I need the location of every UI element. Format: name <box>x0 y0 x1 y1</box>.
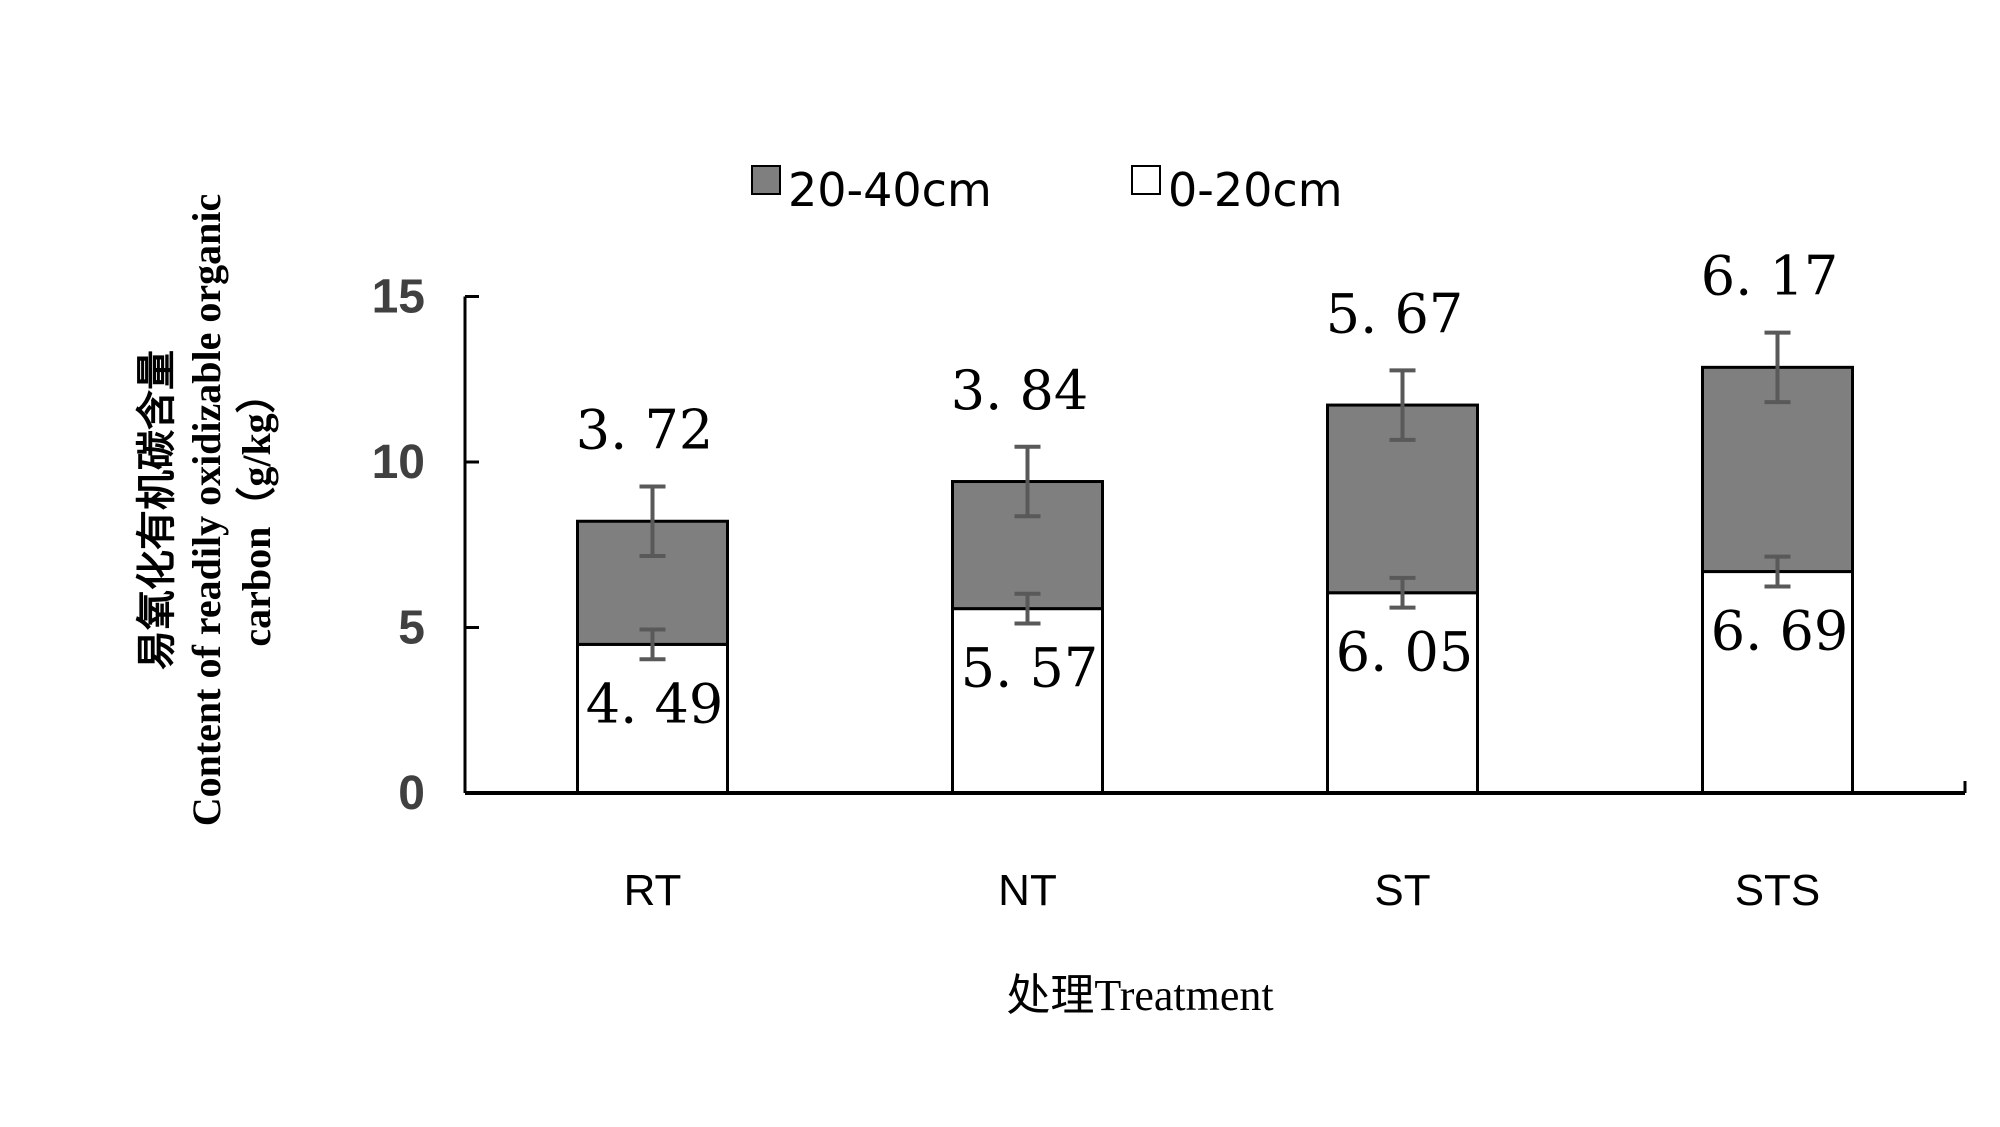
bar-0-20cm-ST <box>1326 591 1479 795</box>
error-bar-0-20cm-RT <box>639 627 666 662</box>
legend-label-20-40cm: 20-40cm <box>788 163 992 217</box>
x-tick-label-RT: RT <box>624 866 682 915</box>
plot-area: 0 5 10 15 3. 72 4. 49 RT 3. 84 5. 57 NT 5. 67 6. 05… <box>372 245 1967 915</box>
error-bar-0-20cm-STS <box>1764 554 1791 589</box>
data-label-20-40cm-STS: 6. 17 <box>1701 245 1838 308</box>
x-tick-label-STS: STS <box>1735 866 1821 915</box>
data-label-0-20cm-STS: 6. 69 <box>1711 600 1848 663</box>
bar-0-20cm-NT <box>951 607 1104 795</box>
data-label-20-40cm-NT: 3. 84 <box>951 359 1088 422</box>
y-tick-label-2: 10 <box>372 436 425 489</box>
data-label-0-20cm-ST: 6. 05 <box>1336 621 1473 684</box>
bar-0-20cm-RT <box>576 642 729 795</box>
bar-0-20cm-STS <box>1701 570 1854 795</box>
error-bar-0-20cm-NT <box>1014 591 1041 626</box>
data-label-20-40cm-ST: 5. 67 <box>1326 282 1463 345</box>
error-bar-20-40cm-ST <box>1389 368 1416 442</box>
legend-label-0-20cm: 0-20cm <box>1168 163 1343 217</box>
legend-swatch-0-20cm <box>1131 165 1161 195</box>
error-bar-0-20cm-ST <box>1389 575 1416 610</box>
x-tick-label-ST: ST <box>1374 866 1430 915</box>
y-axis-title-line-2: Content of readily oxidizable organic <box>184 194 229 827</box>
error-bar-20-40cm-STS <box>1764 330 1791 405</box>
error-bar-20-40cm-NT <box>1014 444 1041 519</box>
data-label-20-40cm-RT: 3. 72 <box>576 399 713 462</box>
y-axis-title: 易氧化有机碳含量 Content of readily oxidizable o… <box>134 194 279 827</box>
data-label-0-20cm-NT: 5. 57 <box>961 637 1098 700</box>
y-tick-label-3: 15 <box>372 271 425 324</box>
x-tick-label-NT: NT <box>998 866 1057 915</box>
x-axis-title: 处理Treatment <box>1006 971 1273 1020</box>
error-bar-20-40cm-RT <box>639 484 666 559</box>
data-label-0-20cm-RT: 4. 49 <box>586 672 723 735</box>
legend: 20-40cm 0-20cm <box>751 163 1343 217</box>
legend-swatch-20-40cm <box>751 165 781 195</box>
y-axis-title-line-1: 易氧化有机碳含量 <box>134 350 179 670</box>
y-axis-title-line-3: carbon（g/kg） <box>234 373 279 646</box>
y-tick-label-0: 0 <box>398 767 425 820</box>
y-tick-label-1: 5 <box>398 602 425 655</box>
